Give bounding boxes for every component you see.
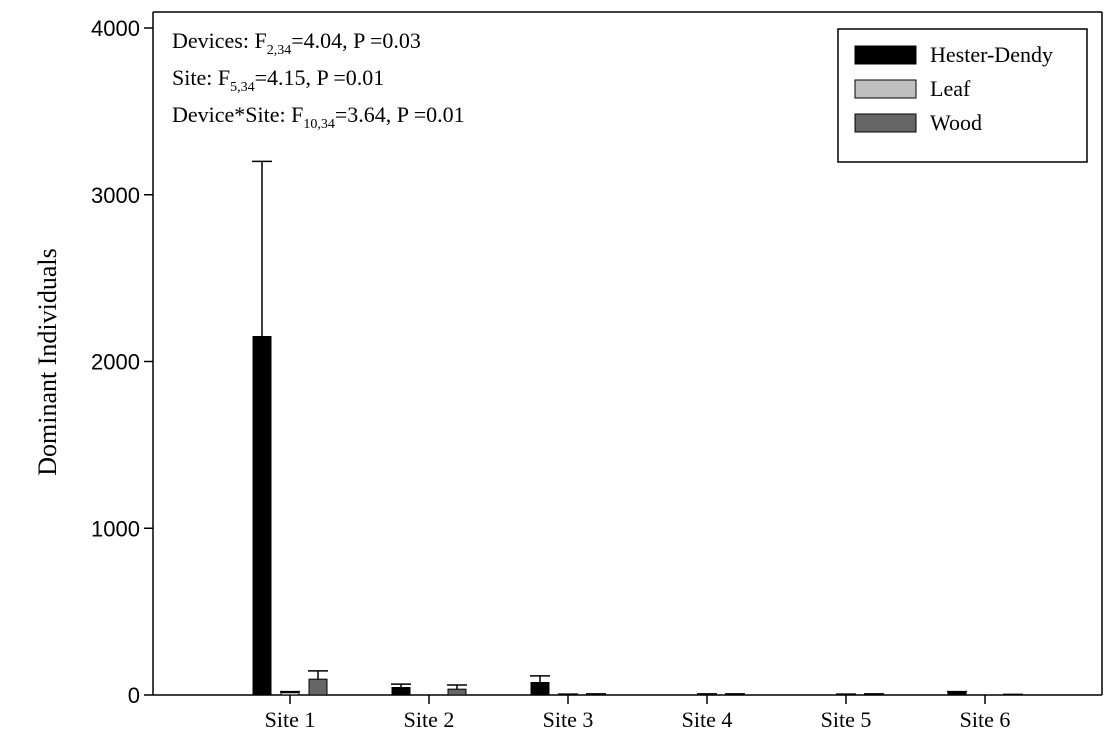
x-tick-label: Site 6 [960, 707, 1011, 732]
bar-leaf-1 [280, 691, 300, 696]
stat-line: Devices: F2,34=4.04, P =0.03 [172, 28, 421, 58]
x-tick-label: Site 1 [265, 707, 316, 732]
y-tick-label: 4000 [91, 16, 140, 41]
axes: 0 1000 2000 3000 4000 Site 1 Site 2 Site 3 Site … [91, 11, 1103, 732]
bar-hester-dendy-3 [530, 681, 550, 696]
bars [252, 160, 1023, 696]
bar-wood-1 [308, 678, 328, 696]
bar-hester-dendy-6 [947, 691, 967, 696]
stat-lead: Site: F [172, 65, 230, 90]
y-tick-label: 2000 [91, 350, 140, 375]
x-tick-label: Site 4 [682, 707, 733, 732]
legend-swatch [854, 79, 917, 99]
stat-tail: =3.64, P =0.01 [335, 102, 465, 127]
x-tick-label: Site 5 [821, 707, 872, 732]
legend-swatch [854, 45, 917, 65]
x-tick-label: Site 3 [543, 707, 594, 732]
x-tick-label: Site 2 [404, 707, 455, 732]
y-tick-label: 1000 [91, 516, 140, 541]
bar-wood-2 [447, 688, 467, 696]
y-tick-label: 0 [128, 683, 140, 708]
stat-subscript: 5,34 [230, 80, 255, 95]
y-axis-label: Dominant Individuals [33, 248, 62, 475]
bar-hester-dendy-2 [391, 686, 411, 696]
legend-label: Hester-Dendy [930, 42, 1053, 67]
stat-line: Site: F5,34=4.15, P =0.01 [172, 65, 384, 95]
stat-lead: Devices: F [172, 28, 267, 53]
stat-tail: =4.04, P =0.03 [291, 28, 421, 53]
legend-swatch [854, 113, 917, 133]
stat-lead: Device*Site: F [172, 102, 303, 127]
stat-line: Device*Site: F10,34=3.64, P =0.01 [172, 102, 465, 132]
stat-subscript: 10,34 [303, 117, 335, 132]
legend-label: Leaf [930, 76, 971, 101]
legend-label: Wood [930, 110, 982, 135]
stat-tail: =4.15, P =0.01 [255, 65, 385, 90]
stat-subscript: 2,34 [267, 43, 292, 58]
bar-hester-dendy-1 [252, 335, 272, 696]
legend: Hester-Dendy Leaf Wood [837, 28, 1088, 163]
y-tick-label: 3000 [91, 183, 140, 208]
